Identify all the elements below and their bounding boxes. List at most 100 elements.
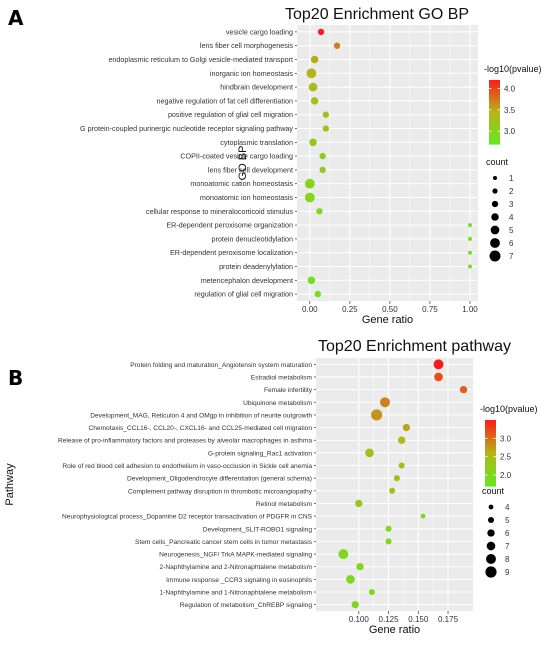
colorbar-segment (489, 103, 500, 107)
size-legend-dot (493, 176, 497, 180)
colorbar-segment (485, 477, 496, 480)
colorbar-segment (489, 99, 500, 102)
category-label: 1-Naphthylamine and 1-Nitronaphtalene me… (160, 590, 313, 597)
data-point (314, 290, 321, 298)
panel-a-title: Top20 Enrichment GO BP (285, 6, 470, 23)
colorbar-segment (489, 92, 500, 96)
x-tick-label: 0.00 (302, 305, 318, 314)
category-label: Protein folding and maturation_Angiotens… (130, 362, 312, 369)
colorbar-segment (489, 124, 500, 128)
data-point (397, 436, 406, 444)
panel-b-letter: B (8, 366, 24, 390)
size-legend-label: 4 (509, 213, 514, 222)
colorbar-segment (489, 112, 500, 115)
category-label: Development_MAG, Reticulon 4 and OMgp in… (90, 412, 312, 419)
category-label: endoplasmic reticulum to Golgi vesicle-m… (108, 55, 293, 64)
colorbar-segment (489, 133, 500, 137)
colorbar-segment (489, 118, 500, 122)
category-label: Development_Oligodendrocyte differentiat… (127, 476, 312, 483)
colorbar-segment (485, 442, 496, 445)
data-point (467, 264, 472, 269)
category-label: hindbrain development (220, 83, 293, 92)
colorbar-segment (485, 475, 496, 478)
colorbar-segment (489, 114, 500, 117)
colorbar-segment (489, 101, 500, 105)
data-point (346, 575, 355, 584)
data-point (338, 549, 349, 560)
colorbar-segment (489, 131, 500, 134)
data-point (319, 166, 326, 174)
colorbar-segment (485, 439, 496, 443)
size-legend-dot (485, 566, 497, 578)
colorbar-segment (485, 453, 496, 456)
category-label: Development_SLIT-ROBO1 signaling (203, 526, 313, 533)
category-label: metencephalon development (201, 276, 293, 285)
colorbar-segment (489, 94, 500, 98)
panel-b: B Top20 Enrichment pathway Protein foldi… (0, 330, 550, 663)
category-label: lens fiber cell morphogenesis (200, 41, 293, 50)
category-label: G-protein signaling_Rac1 activation (208, 450, 312, 457)
colorbar-segment (485, 428, 496, 432)
data-point (309, 138, 317, 147)
size-legend-dot (487, 529, 495, 537)
category-label: monoatomic ion homeostasis (200, 193, 293, 202)
category-label: G protein-coupled purinergic nucleotide … (80, 124, 293, 133)
size-legend-label: 8 (505, 555, 510, 564)
size-legend-label: 3 (509, 200, 514, 209)
x-tick-label: 1.00 (462, 305, 478, 314)
colorbar-segment (485, 426, 496, 430)
plot-panel (316, 358, 473, 611)
size-legend-label: 9 (505, 568, 510, 577)
size-legend-title: count (482, 486, 505, 496)
data-point (433, 359, 444, 370)
size-legend-label: 7 (505, 542, 510, 551)
size-legend-dot (488, 504, 494, 510)
colorbar-tick-label: 2.5 (500, 453, 512, 462)
colorbar-segment (485, 466, 496, 469)
size-legend-label: 5 (509, 226, 514, 235)
data-point (356, 563, 364, 571)
category-label: Female infertility (264, 387, 313, 394)
panel-a-letter: A (8, 6, 24, 30)
data-point (371, 409, 383, 421)
colorbar-segment (489, 126, 500, 130)
data-point (316, 208, 323, 215)
category-label: vesicle cargo loading (226, 27, 293, 36)
x-axis-label: Gene ratio (362, 314, 413, 326)
category-label: protein deadenylylation (219, 262, 293, 271)
colorbar-segment (489, 109, 500, 113)
colorbar-segment (485, 459, 496, 463)
category-label: negative regulation of fat cell differen… (156, 96, 293, 105)
colorbar-segment (485, 470, 496, 474)
colorbar-segment (489, 122, 500, 126)
data-point (306, 68, 317, 79)
pathway-dot-plot: Protein folding and maturation_Angiotens… (4, 358, 538, 636)
colorbar-segment (489, 135, 500, 139)
data-point (467, 236, 472, 241)
data-point (398, 462, 405, 469)
colorbar-segment (489, 141, 500, 145)
data-point (355, 499, 363, 508)
data-point (322, 125, 329, 132)
colorbar-segment (485, 455, 496, 458)
colorbar-segment (489, 105, 500, 109)
colorbar-segment (485, 446, 496, 450)
size-legend-dot (489, 250, 501, 262)
colorbar-segment (489, 120, 500, 124)
colorbar-segment (489, 80, 500, 83)
data-point (308, 82, 318, 92)
size-legend-label: 4 (505, 503, 510, 512)
size-legend-label: 6 (505, 529, 510, 538)
colorbar-tick-label: 3.5 (504, 106, 516, 115)
colorbar-segment (489, 88, 500, 92)
y-axis-label: GO BP (237, 146, 249, 181)
colorbar-segment (485, 461, 496, 465)
size-legend-dot (490, 238, 500, 248)
colorbar-tick-label: 2.0 (500, 471, 512, 480)
colorbar-segment (489, 116, 500, 119)
category-label: Immune response _CCR3 signaling in eosin… (166, 577, 313, 584)
data-point (393, 475, 400, 482)
colorbar-segment (485, 444, 496, 447)
colorbar-segment (485, 468, 496, 472)
colorbar-segment (489, 129, 500, 132)
